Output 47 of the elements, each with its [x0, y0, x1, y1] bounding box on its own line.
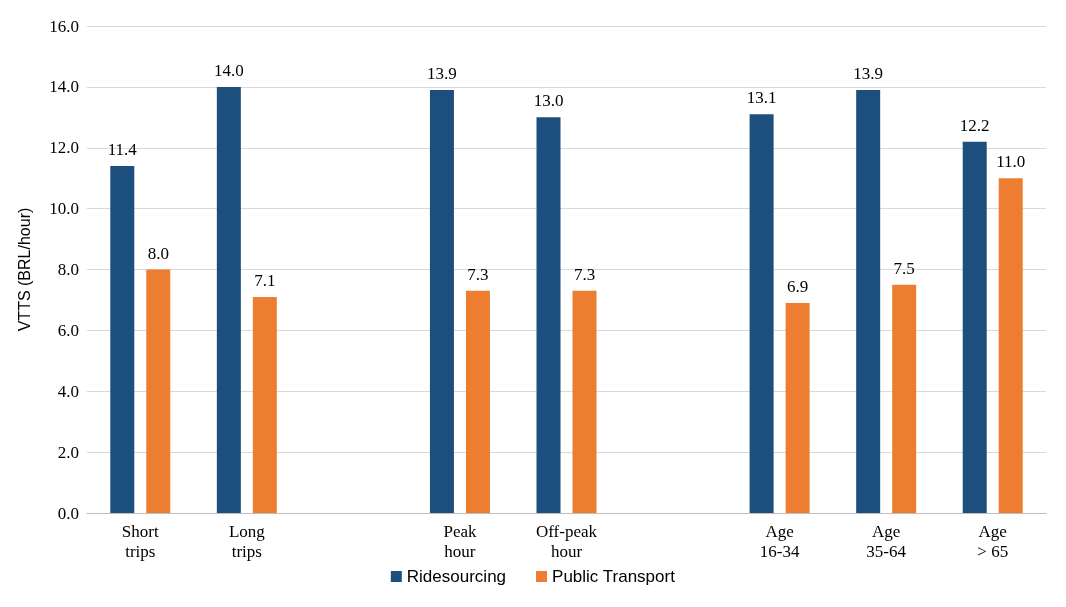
- y-tick-label: 16.0: [49, 16, 79, 36]
- legend-label: Public Transport: [552, 567, 676, 586]
- data-label: 7.5: [893, 258, 915, 278]
- data-label: 12.2: [959, 115, 990, 135]
- bar: [962, 141, 987, 513]
- bar: [749, 114, 774, 513]
- bar: [998, 178, 1023, 513]
- bar: [465, 290, 490, 513]
- bar: [216, 86, 241, 513]
- bar: [785, 302, 810, 513]
- data-label: 11.4: [107, 140, 138, 160]
- bar: [252, 296, 277, 513]
- x-tick-label: Off-peak hour: [535, 521, 598, 561]
- y-tick-label: 10.0: [49, 199, 79, 219]
- y-tick-label: 6.0: [57, 320, 79, 340]
- x-tick-label: Age 16-34: [759, 521, 800, 561]
- bar: [146, 269, 171, 513]
- bar: [892, 284, 917, 513]
- x-tick-label: Age 35-64: [866, 521, 907, 561]
- x-tick-label: Age > 65: [977, 521, 1009, 561]
- x-tick-label: Short trips: [121, 521, 159, 561]
- data-label: 11.0: [996, 152, 1026, 172]
- legend-label: Ridesourcing: [406, 567, 507, 586]
- data-label: 13.0: [533, 91, 564, 111]
- y-tick-label: 0.0: [57, 503, 79, 523]
- y-tick-label: 4.0: [57, 381, 79, 401]
- bar: [572, 290, 597, 513]
- x-tick-label: Long trips: [228, 521, 266, 561]
- bar: [856, 89, 881, 513]
- data-label: 8.0: [147, 243, 169, 263]
- data-label: 14.0: [213, 60, 244, 80]
- y-tick-label: 2.0: [57, 442, 79, 462]
- data-label: 13.1: [746, 88, 777, 108]
- data-label: 7.1: [254, 270, 276, 290]
- bar: [429, 89, 454, 513]
- data-label: 7.3: [467, 264, 489, 284]
- y-tick-label: 14.0: [49, 77, 79, 97]
- x-tick-label: Peak hour: [443, 521, 477, 561]
- data-label: 7.3: [573, 264, 596, 284]
- y-tick-label: 12.0: [49, 138, 79, 158]
- y-axis-title: VTTS (BRL/hour): [15, 207, 33, 332]
- bar: [110, 166, 135, 513]
- data-label: 13.9: [853, 63, 884, 83]
- y-tick-label: 8.0: [57, 260, 79, 279]
- data-label: 13.9: [427, 63, 457, 83]
- data-label: 6.9: [786, 276, 809, 296]
- bar: [536, 117, 561, 513]
